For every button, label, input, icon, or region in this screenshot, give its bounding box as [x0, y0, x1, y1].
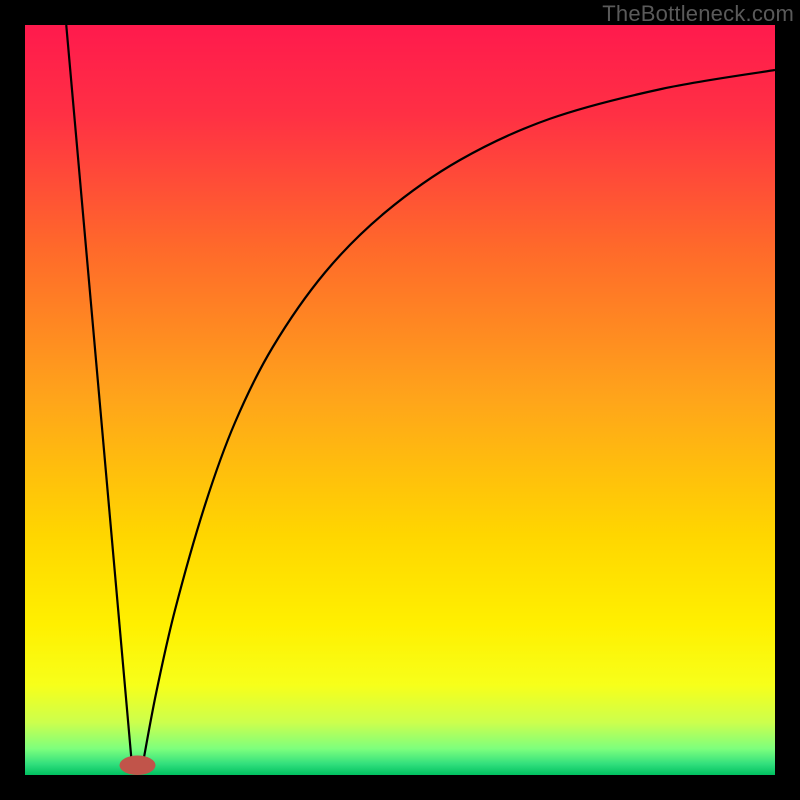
chart-container: { "watermark": { "text": "TheBottleneck.… [0, 0, 800, 800]
watermark-text: TheBottleneck.com [602, 0, 800, 27]
plot-area [25, 25, 775, 775]
vertex-marker [120, 756, 156, 776]
gradient-background [25, 25, 775, 775]
